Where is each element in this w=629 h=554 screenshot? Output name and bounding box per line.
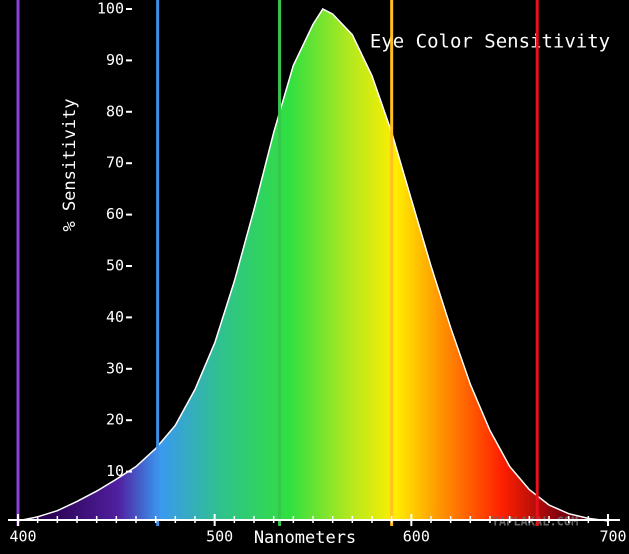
x-axis-label: Nanometers	[254, 528, 356, 548]
y-tick-label: 30	[106, 359, 124, 377]
y-tick-label: 40	[106, 308, 124, 326]
sensitivity-area	[18, 9, 608, 521]
y-tick-label: 70	[106, 154, 124, 172]
x-tick-label: 400	[9, 528, 36, 546]
chart-title: Eye Color Sensitivity	[370, 31, 610, 53]
x-tick-label: 500	[206, 528, 233, 546]
y-tick-label: 90	[106, 51, 124, 69]
sensitivity-curve	[17, 8, 609, 522]
y-tick-label: 10	[106, 462, 124, 480]
y-tick-label: 100	[97, 0, 124, 18]
y-tick-label: 60	[106, 205, 124, 223]
plot	[17, 8, 609, 522]
x-tick-label: 700	[599, 528, 626, 546]
y-tick-label: 80	[106, 102, 124, 120]
watermark: YAPLAKAL.COM	[492, 515, 579, 529]
y-axis-label: % Sensitivity	[60, 98, 80, 231]
y-tick-label: 50	[106, 257, 124, 275]
x-tick-label: 600	[403, 528, 430, 546]
y-tick-label: 20	[106, 411, 124, 429]
